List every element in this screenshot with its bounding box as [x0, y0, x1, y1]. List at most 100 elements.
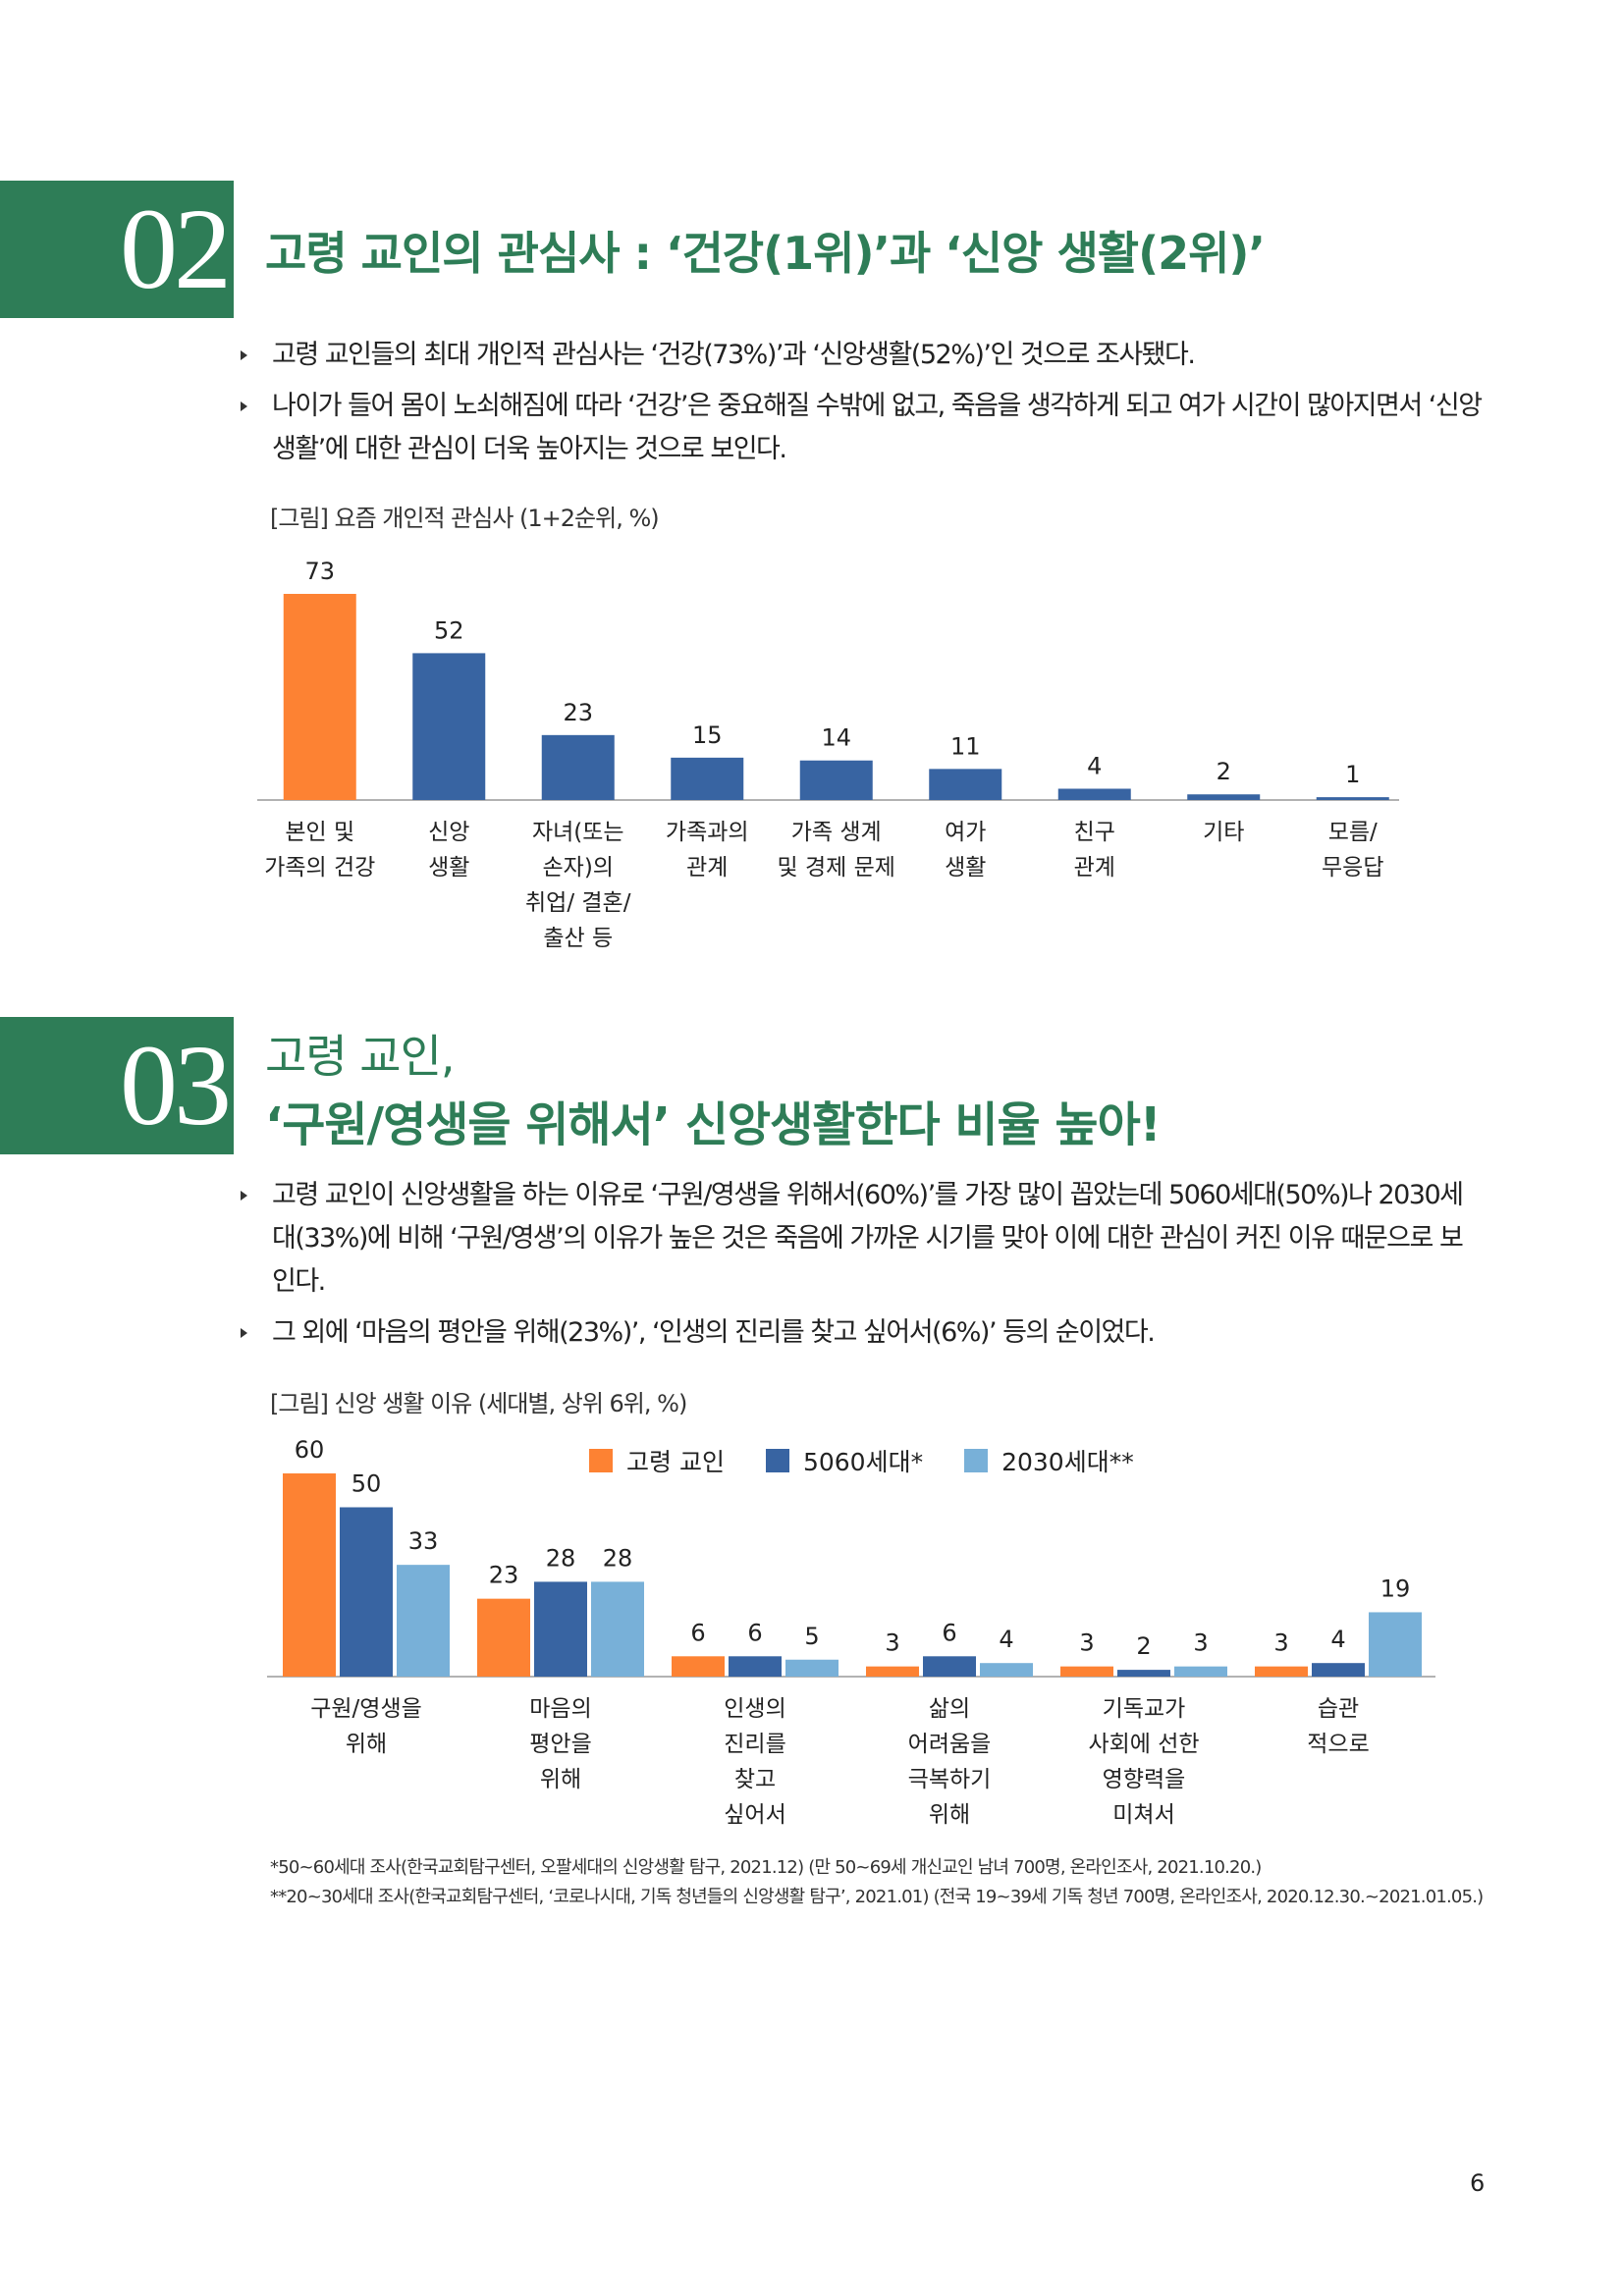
data-label: 4	[1330, 1626, 1345, 1653]
page-number: 6	[1470, 2169, 1486, 2197]
bar	[1312, 1663, 1365, 1677]
bar	[672, 1656, 725, 1677]
data-label: 19	[1380, 1575, 1411, 1602]
category-label: 가족 생계	[791, 820, 882, 845]
bar	[1057, 788, 1131, 800]
bar	[1060, 1666, 1113, 1677]
bullet-triangle-icon	[241, 1328, 247, 1338]
category-label: 삶의	[929, 1696, 970, 1722]
category-label: 생활	[428, 855, 469, 881]
data-label: 3	[1273, 1629, 1288, 1657]
bar	[283, 594, 356, 800]
data-label: 4	[999, 1626, 1013, 1653]
category-label: 손자)의	[543, 855, 614, 881]
category-label: 구원/영생을	[310, 1696, 422, 1722]
bar	[1174, 1666, 1227, 1677]
category-label: 생활	[945, 855, 986, 881]
category-label: 찾고	[734, 1767, 776, 1792]
category-label: 무응답	[1322, 855, 1383, 881]
category-label: 취업/ 결혼/	[525, 890, 631, 916]
legend-item: 2030세대**	[964, 1443, 1134, 1478]
category-label: 기타	[1203, 820, 1244, 845]
bar	[1316, 797, 1389, 800]
bullet-item: 고령 교인들의 최대 개인적 관심사는 ‘건강(73%)’과 ‘신앙생활(52%…	[241, 334, 1483, 377]
bar	[591, 1581, 644, 1677]
data-label: 23	[563, 699, 593, 726]
category-label: 모름/	[1328, 820, 1378, 845]
data-label: 4	[1087, 752, 1102, 779]
data-label: 28	[603, 1544, 633, 1572]
data-label: 52	[434, 616, 464, 644]
category-label: 및 경제 문제	[778, 855, 895, 881]
bar	[412, 653, 486, 800]
bar	[1187, 794, 1261, 800]
bar	[340, 1507, 393, 1677]
section-title-02: 고령 교인의 관심사 : ‘건강(1위)’과 ‘신앙 생활(2위)’	[265, 227, 1266, 280]
category-label: 어려움을	[908, 1732, 992, 1757]
data-label: 6	[942, 1619, 956, 1646]
data-label: 14	[821, 724, 851, 752]
data-label: 2	[1136, 1632, 1151, 1660]
category-label: 기독교가	[1103, 1696, 1186, 1722]
bar	[729, 1656, 782, 1677]
bar	[929, 769, 1002, 800]
legend-swatch	[964, 1449, 989, 1472]
category-label: 인생의	[724, 1696, 785, 1722]
bullet-triangle-icon	[241, 401, 247, 411]
section-03-bullets: 고령 교인이 신앙생활을 하는 이유로 ‘구원/영생을 위해서(60%)’를 가…	[241, 1174, 1483, 1362]
category-label: 영향력을	[1103, 1767, 1186, 1792]
category-label: 극복하기	[908, 1767, 992, 1792]
footnotes: *50~60세대 조사(한국교회탐구센터, 오팔세대의 신앙생활 탐구, 202…	[270, 1853, 1484, 1912]
bar	[1369, 1612, 1422, 1677]
category-label: 사회에 선한	[1088, 1732, 1199, 1757]
figure-caption-1: [그림] 요즘 개인적 관심사 (1+2순위, %)	[270, 505, 660, 532]
data-label: 15	[692, 721, 723, 749]
legend-item: 고령 교인	[589, 1443, 725, 1478]
bar	[785, 1659, 839, 1677]
legend-item: 5060세대*	[765, 1443, 923, 1478]
section-02-bullets: 고령 교인들의 최대 개인적 관심사는 ‘건강(73%)’과 ‘신앙생활(52%…	[241, 334, 1483, 479]
data-label: 3	[1193, 1629, 1208, 1657]
section-number-03: 03	[0, 1017, 234, 1154]
data-label: 5	[804, 1623, 819, 1650]
legend-swatch	[765, 1449, 789, 1472]
data-label: 6	[747, 1619, 762, 1646]
category-label: 관계	[1074, 855, 1115, 881]
bar	[866, 1666, 919, 1677]
category-label: 가족의 건강	[264, 855, 375, 881]
figure-caption-2: [그림] 신앙 생활 이유 (세대별, 상위 6위, %)	[270, 1390, 687, 1417]
data-label: 2	[1217, 758, 1231, 785]
bar	[980, 1663, 1033, 1677]
category-label: 본인 및	[285, 820, 354, 845]
bar	[671, 757, 744, 800]
bar	[923, 1656, 976, 1677]
category-label: 위해	[346, 1732, 387, 1757]
category-label: 신앙	[428, 820, 469, 845]
category-label: 여가	[945, 820, 986, 845]
bar	[283, 1473, 336, 1677]
bar	[1255, 1666, 1308, 1677]
bullet-triangle-icon	[241, 1191, 247, 1201]
bullet-item: 고령 교인이 신앙생활을 하는 이유로 ‘구원/영생을 위해서(60%)’를 가…	[241, 1174, 1483, 1304]
data-label: 73	[304, 558, 335, 585]
bullet-item: 나이가 들어 몸이 노쇠해짐에 따라 ‘건강’은 중요해질 수밖에 없고, 죽음…	[241, 385, 1483, 471]
data-label: 1	[1345, 761, 1360, 788]
data-label: 3	[1079, 1629, 1094, 1657]
category-label: 자녀(또는	[532, 820, 624, 845]
footnote: *50~60세대 조사(한국교회탐구센터, 오팔세대의 신앙생활 탐구, 202…	[270, 1857, 1262, 1878]
data-label: 3	[885, 1629, 899, 1657]
data-label: 6	[690, 1619, 705, 1646]
category-label: 싶어서	[724, 1802, 785, 1828]
bar	[477, 1598, 530, 1677]
category-label: 마음의	[529, 1696, 591, 1722]
category-label: 평안을	[529, 1732, 591, 1757]
section-title-03-line1: 고령 교인,	[265, 1030, 456, 1083]
footnote: **20~30세대 조사(한국교회탐구센터, ‘코로나시대, 기독 청년들의 신…	[270, 1887, 1484, 1907]
category-label: 출산 등	[543, 926, 613, 951]
category-label: 관계	[686, 855, 728, 881]
data-label: 23	[489, 1562, 519, 1589]
category-label: 습관	[1318, 1696, 1359, 1722]
bar	[541, 734, 615, 800]
